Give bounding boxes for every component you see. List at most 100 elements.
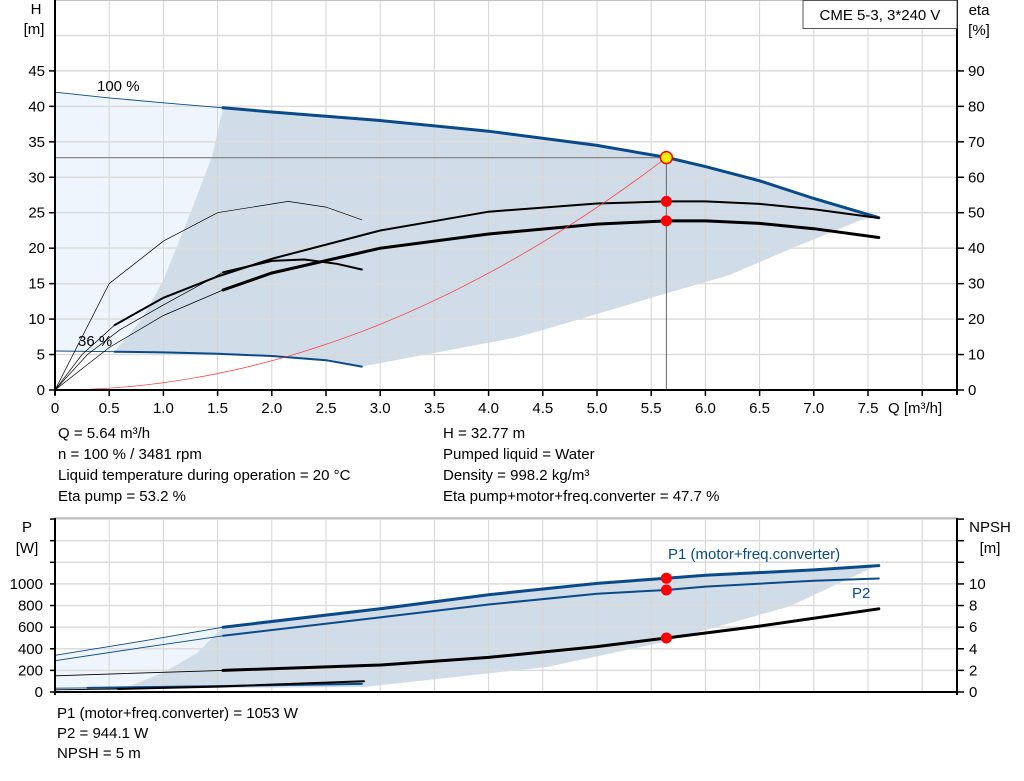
y2-tick-label: 70 <box>968 134 985 151</box>
npsh-tick-label: 6 <box>969 619 977 636</box>
annotation-100-percent: 100 % <box>97 78 140 95</box>
system-curve <box>54 157 667 391</box>
y-tick-label: 35 <box>28 134 45 151</box>
info-density: Density = 998.2 kg/m³ <box>443 467 590 484</box>
x-tick-label: 4.5 <box>532 400 553 417</box>
y-tick-label: 30 <box>28 169 45 186</box>
region-operating <box>114 107 879 367</box>
efficiency-curve <box>54 324 115 391</box>
x-tick-label: 2.5 <box>316 400 337 417</box>
npsh-curve <box>221 607 881 672</box>
npsh-tick-label: 4 <box>969 641 977 658</box>
head-curve <box>54 350 116 353</box>
bottom-y2-label-2: [m] <box>980 540 1001 557</box>
power-npsh-chart: 0 200 400 600 800 1000 0 2 4 6 8 10 <box>10 517 986 701</box>
info-head: H = 32.77 m <box>443 425 526 442</box>
power-curve <box>222 577 880 637</box>
x-tick-label: 5.5 <box>641 400 662 417</box>
npsh-tick-label: 8 <box>969 598 977 615</box>
y-tick-label: 0 <box>37 382 45 399</box>
operating-point <box>659 150 674 165</box>
info-top-right: H = 32.77 m Pumped liquid = Water Densit… <box>443 423 719 507</box>
info-top-left: Q = 5.64 m³/h n = 100 % / 3481 rpm Liqui… <box>58 423 350 507</box>
power-curve <box>54 635 224 662</box>
annotation-36-percent: 36 % <box>78 333 112 350</box>
npsh-tick-label: 10 <box>969 576 986 593</box>
head-curve <box>54 91 224 109</box>
efficiency-curve <box>54 289 224 391</box>
info-speed: n = 100 % / 3481 rpm <box>58 446 202 463</box>
y-tick-label: 45 <box>28 63 45 80</box>
top-y2-label-2: [%] <box>968 22 990 39</box>
head-curve <box>113 350 363 368</box>
x-tick-label: 5.0 <box>587 400 608 417</box>
y2-tick-label: 80 <box>968 98 985 115</box>
efficiency-curve <box>54 201 363 391</box>
info-p2: P2 = 944.1 W <box>57 725 149 742</box>
npsh-tick-label: 2 <box>969 662 977 679</box>
info-npsh: NPSH = 5 m <box>57 745 141 762</box>
power-curve <box>54 688 119 691</box>
x-tick-label: 1.0 <box>153 400 174 417</box>
info-p1: P1 (motor+freq.converter) = 1053 W <box>57 705 298 722</box>
head-efficiency-chart: 0 0.5 1.0 1.5 2.0 2.5 3.0 3.5 4.0 4.5 5.0 5.5 6.0 6.5… <box>28 0 985 417</box>
top-y-label-1: H <box>31 1 42 18</box>
p-tick-label: 0 <box>35 684 43 701</box>
top-y2-label-1: eta <box>969 2 991 19</box>
region-light <box>55 92 223 390</box>
p2-point <box>660 584 672 596</box>
efficiency-curve <box>54 271 224 391</box>
eta-pump-point <box>660 195 672 207</box>
y-tick-label: 5 <box>37 347 45 364</box>
info-bottom: P1 (motor+freq.converter) = 1053 W P2 = … <box>57 704 298 764</box>
efficiency-curve <box>113 200 880 327</box>
bottom-y-label-1: P <box>22 519 32 536</box>
head-curve <box>221 106 881 220</box>
x-tick-label: 4.0 <box>478 400 499 417</box>
power-curve <box>221 564 881 629</box>
x-tick-label: 0.5 <box>99 400 120 417</box>
info-eta-total: Eta pump+motor+freq.converter = 47.7 % <box>443 488 720 505</box>
y2-tick-label: 50 <box>968 205 985 222</box>
power-curve <box>116 680 365 690</box>
region-light <box>55 627 223 692</box>
y2-tick-label: 20 <box>968 311 985 328</box>
p-tick-label: 600 <box>18 619 43 636</box>
p1-series-label: P1 (motor+freq.converter) <box>668 546 840 563</box>
p-tick-label: 200 <box>18 662 43 679</box>
p-tick-label: 400 <box>18 641 43 658</box>
y-tick-label: 20 <box>28 240 45 257</box>
bottom-y2-label-1: NPSH <box>969 519 1011 536</box>
legend-box <box>802 0 958 29</box>
y-tick-label: 15 <box>28 276 45 293</box>
y2-tick-label: 30 <box>968 276 985 293</box>
x-axis-label: Q [m³/h] <box>888 400 942 417</box>
npsh-curve <box>54 669 224 677</box>
y2-tick-label: 60 <box>968 169 985 186</box>
x-tick-label: 7.0 <box>803 400 824 417</box>
y-tick-label: 25 <box>28 205 45 222</box>
top-y-label-2: [m] <box>24 21 45 38</box>
efficiency-curve <box>221 219 881 292</box>
x-tick-label: 0 <box>51 400 59 417</box>
chart-title: CME 5-3, 3*240 V <box>820 7 941 24</box>
p-tick-label: 800 <box>18 598 43 615</box>
power-curve <box>54 626 224 656</box>
y-tick-label: 40 <box>28 98 45 115</box>
x-tick-label: 6.5 <box>749 400 770 417</box>
y2-tick-label: 10 <box>968 347 985 364</box>
info-eta-pump: Eta pump = 53.2 % <box>58 488 186 505</box>
info-pumped-liquid: Pumped liquid = Water <box>443 446 595 463</box>
npsh-point <box>660 632 672 644</box>
p-tick-label: 1000 <box>10 576 43 593</box>
x-tick-label: 3.0 <box>370 400 391 417</box>
x-tick-label: 2.0 <box>261 400 282 417</box>
y2-tick-label: 90 <box>968 63 985 80</box>
bottom-y-label-2: [W] <box>16 540 39 557</box>
npsh-tick-label: 0 <box>969 684 977 701</box>
y2-tick-label: 40 <box>968 240 985 257</box>
info-flow: Q = 5.64 m³/h <box>58 425 151 442</box>
x-tick-label: 1.5 <box>207 400 228 417</box>
x-tick-label: 6.0 <box>695 400 716 417</box>
